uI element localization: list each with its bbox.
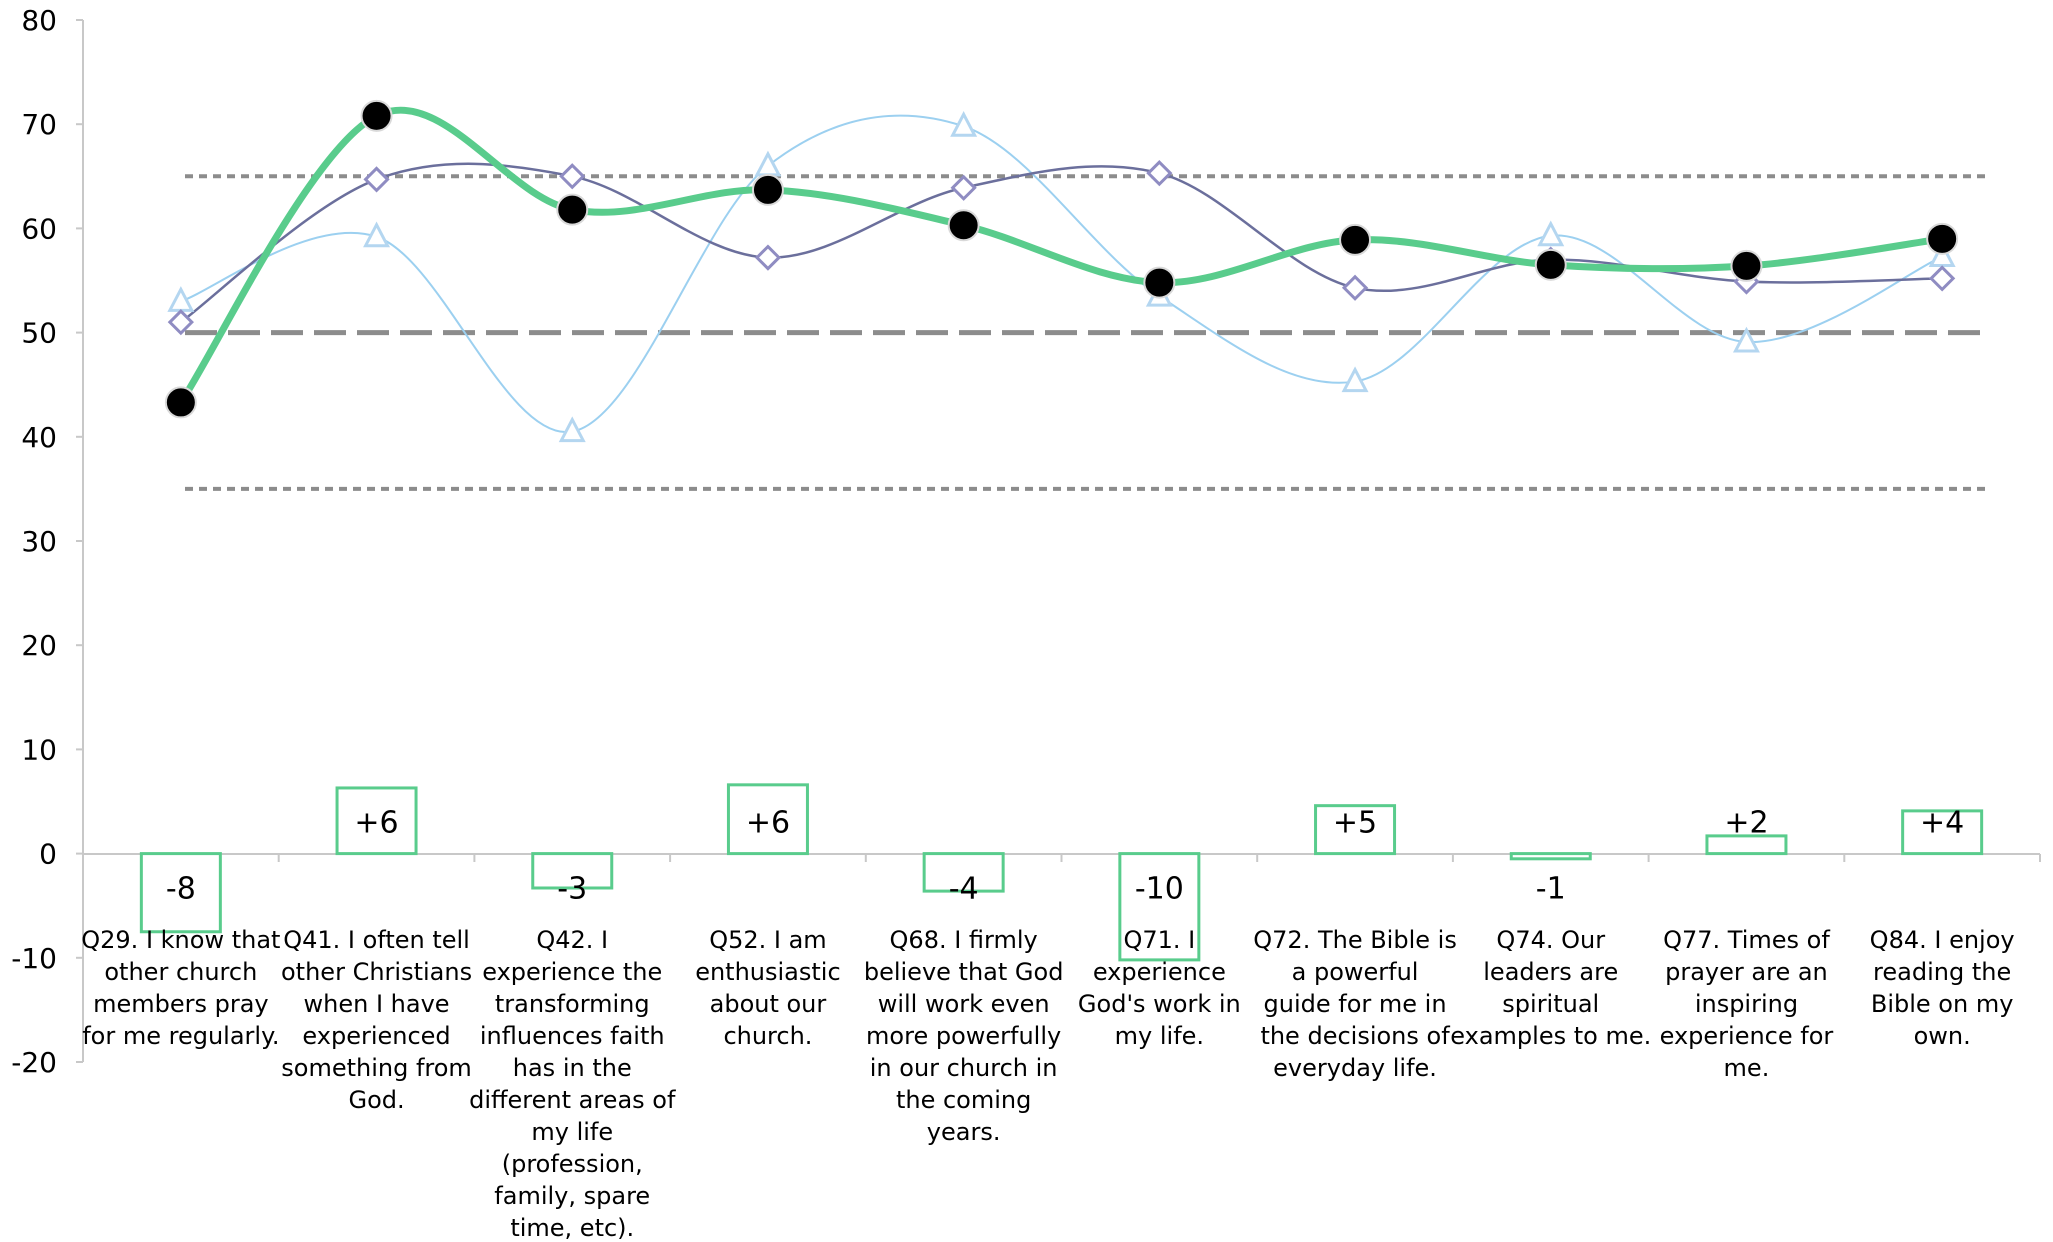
y-tick-label: 70 bbox=[21, 108, 57, 141]
diamond-marker bbox=[754, 244, 782, 271]
y-tick-label: -20 bbox=[11, 1046, 57, 1079]
difference-label: +6 bbox=[746, 806, 790, 841]
diamond-marker bbox=[363, 166, 390, 193]
x-tick-label: Q52. I am enthusiastic about our church. bbox=[695, 926, 840, 1050]
diamond-marker bbox=[167, 309, 194, 336]
difference-bar bbox=[139, 852, 222, 934]
triangle-marker bbox=[950, 111, 978, 137]
y-tick-label: 80 bbox=[21, 4, 57, 37]
difference-label: -10 bbox=[1135, 872, 1184, 907]
difference-bar bbox=[726, 783, 809, 856]
y-tick-label: -10 bbox=[11, 942, 57, 975]
y-tick-label: 40 bbox=[21, 421, 57, 454]
difference-label: +5 bbox=[1333, 806, 1377, 841]
difference-bar bbox=[1509, 852, 1592, 861]
x-tick-label: Q68. I firmly believe that God will work e… bbox=[864, 926, 1064, 1146]
circle-marker bbox=[1534, 248, 1567, 281]
difference-label: -3 bbox=[557, 872, 587, 907]
y-tick-label: 50 bbox=[21, 317, 57, 350]
difference-label: +4 bbox=[1920, 806, 1964, 841]
series-line-circle bbox=[177, 106, 1943, 405]
series-lines bbox=[177, 106, 1943, 433]
triangle-marker bbox=[1341, 366, 1369, 393]
diamond-marker bbox=[559, 163, 586, 190]
difference-labels: -8 +6 -3 +6 -4 -10 +5 -1 +2 +4 bbox=[166, 806, 1964, 907]
circle-marker bbox=[556, 193, 589, 226]
reference-lines bbox=[185, 174, 1985, 491]
triangle-marker bbox=[363, 221, 391, 248]
triangle-marker bbox=[1732, 326, 1760, 353]
circle-marker bbox=[751, 173, 784, 206]
x-tick-label: Q74. Our leaders are spiritual examples to … bbox=[1450, 926, 1651, 1050]
circle-marker bbox=[1926, 222, 1959, 255]
circle-marker bbox=[360, 99, 393, 132]
circle-marker bbox=[1143, 266, 1176, 299]
y-tick-labels: -20 -10 0 10 20 30 40 50 60 70 80 bbox=[11, 4, 57, 1079]
y-tick-label: 10 bbox=[21, 733, 57, 766]
difference-bar bbox=[922, 852, 1005, 893]
difference-bar bbox=[1901, 809, 1984, 856]
difference-label: -8 bbox=[166, 872, 196, 907]
difference-label: -1 bbox=[1536, 872, 1566, 907]
y-tick-label: 30 bbox=[21, 525, 57, 558]
diamond-marker bbox=[1341, 274, 1369, 301]
series-line-diamond bbox=[180, 162, 1943, 324]
y-tick-label: 60 bbox=[21, 212, 57, 245]
difference-bar bbox=[531, 852, 614, 890]
difference-bar bbox=[1705, 834, 1788, 856]
difference-label: -4 bbox=[949, 872, 979, 907]
difference-bar bbox=[335, 786, 418, 856]
difference-bar bbox=[1314, 804, 1397, 856]
x-tick-label: Q77. Times of prayer are an inspiring exper… bbox=[1660, 926, 1834, 1082]
circle-marker bbox=[1339, 223, 1372, 256]
diamond-marker bbox=[1929, 265, 1956, 292]
series-markers bbox=[164, 99, 1959, 443]
difference-bars bbox=[139, 783, 1984, 962]
x-tick-label: Q29. I know that other church members pray… bbox=[81, 926, 280, 1050]
x-tick-label: Q41. I often tell other Christians when I … bbox=[281, 926, 472, 1114]
triangle-marker bbox=[167, 286, 195, 312]
triangle-marker bbox=[754, 150, 782, 177]
triangle-marker bbox=[1537, 220, 1565, 247]
circle-marker bbox=[164, 386, 197, 419]
diamond-marker bbox=[1146, 160, 1173, 187]
x-tick-label: Q72. The Bible is a powerful guide for me … bbox=[1253, 926, 1457, 1082]
diamond-marker bbox=[950, 174, 977, 201]
x-tick-label: Q84. I enjoy reading the Bible on my own. bbox=[1870, 926, 2015, 1050]
circle-marker bbox=[1730, 249, 1763, 282]
triangle-marker bbox=[558, 416, 586, 443]
y-tick-label: 20 bbox=[21, 629, 57, 662]
difference-label: +2 bbox=[1724, 806, 1768, 841]
difference-bar bbox=[1118, 852, 1201, 962]
y-tick-label: 0 bbox=[39, 838, 57, 871]
circle-marker bbox=[947, 209, 980, 242]
difference-label: +6 bbox=[354, 806, 398, 841]
x-tick-labels: Q29. I know that other church members pray… bbox=[81, 926, 2014, 1242]
